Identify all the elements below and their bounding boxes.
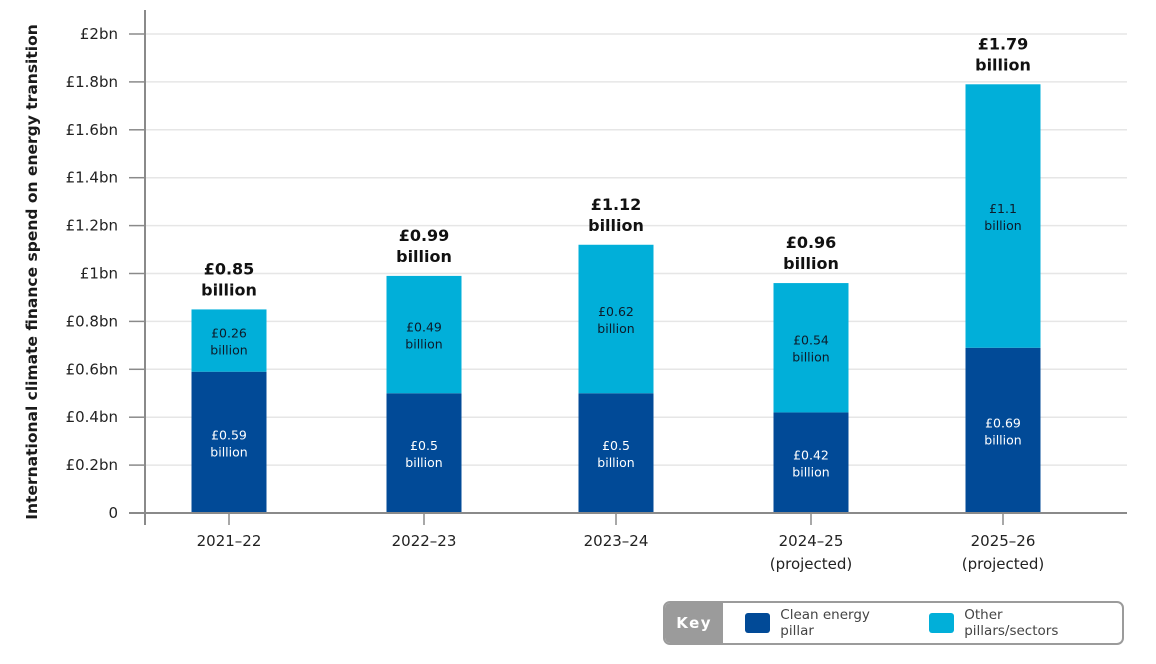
- segment-unit-label: billion: [984, 432, 1021, 447]
- total-value-label: £1.79: [978, 34, 1029, 53]
- x-tick-label: 2025–26: [971, 532, 1036, 550]
- segment-value-label: £0.62: [598, 304, 634, 319]
- x-axis-ticks: 2021–22 2022–23 2023–24 2024–25 (projected) 2…: [197, 513, 1045, 573]
- total-value-label: £0.99: [399, 226, 450, 245]
- y-tick-label: £0.8bn: [66, 312, 118, 330]
- legend-item-other-pillars: Other pillars/sectors: [929, 607, 1096, 639]
- bar-segment-clean-energy: [386, 393, 462, 513]
- y-tick-label: £2bn: [80, 25, 118, 43]
- legend: Key Clean energy pillar Other pillars/se…: [663, 601, 1124, 645]
- bars: [191, 84, 1041, 513]
- segment-unit-label: billion: [597, 455, 634, 470]
- y-tick-label: £1.6bn: [66, 121, 118, 139]
- bar-segment-clean-energy: [773, 412, 849, 513]
- bar-segment-clean-energy: [578, 393, 654, 513]
- segment-value-label: £0.26: [211, 326, 247, 341]
- total-value-label: £0.85: [204, 259, 255, 278]
- y-tick-label: £1.2bn: [66, 217, 118, 235]
- segment-unit-label: billion: [405, 337, 442, 352]
- y-axis-label: International climate finance spend on e…: [23, 24, 41, 520]
- total-unit-label: billion: [588, 216, 644, 235]
- y-tick-label: £1bn: [80, 265, 118, 283]
- segment-unit-label: billion: [984, 218, 1021, 233]
- bar-segment-other-pillars: [773, 283, 849, 413]
- bar-segment-clean-energy: [191, 371, 267, 513]
- stacked-bar-chart: 0 £0.2bn £0.4bn £0.6bn £0.8bn £1bn £1.2bn £1.4b…: [23, 10, 1127, 573]
- y-tick-label: £0.4bn: [66, 408, 118, 426]
- y-tick-label: £0.2bn: [66, 456, 118, 474]
- y-axis-ticks: 0 £0.2bn £0.4bn £0.6bn £0.8bn £1bn £1.2bn £1.4b…: [66, 25, 145, 522]
- y-tick-label: 0: [108, 504, 118, 522]
- total-unit-label: billion: [975, 55, 1031, 74]
- x-tick-label: 2021–22: [197, 532, 262, 550]
- segment-unit-label: billion: [210, 444, 247, 459]
- legend-title: Key: [665, 603, 724, 643]
- segment-value-label: £0.59: [211, 427, 247, 442]
- x-tick-label: 2022–23: [392, 532, 457, 550]
- legend-swatch-clean-energy: [745, 613, 771, 633]
- y-tick-label: £1.8bn: [66, 73, 118, 91]
- bar-segment-other-pillars: [386, 275, 462, 394]
- y-tick-label: £1.4bn: [66, 169, 118, 187]
- x-tick-label: (projected): [770, 555, 853, 573]
- data-labels: £0.59 billion £0.26 billion £0.85 billion £0.5…: [201, 34, 1031, 479]
- segment-value-label: £0.42: [793, 448, 829, 463]
- bar-segment-clean-energy: [965, 347, 1041, 513]
- segment-value-label: £0.49: [406, 320, 442, 335]
- total-unit-label: billion: [396, 247, 452, 266]
- total-unit-label: billion: [783, 254, 839, 273]
- segment-unit-label: billion: [405, 455, 442, 470]
- segment-value-label: £0.5: [410, 438, 438, 453]
- segment-value-label: £0.54: [793, 333, 829, 348]
- total-value-label: £1.12: [591, 195, 642, 214]
- legend-label-clean-energy: Clean energy pillar: [780, 607, 870, 639]
- legend-swatch-other-pillars: [929, 613, 955, 633]
- axes: [129, 10, 1127, 525]
- bar-segment-other-pillars: [965, 84, 1041, 348]
- segment-value-label: £1.1: [989, 201, 1017, 216]
- legend-item-clean-energy: Clean energy pillar: [745, 607, 903, 639]
- segment-value-label: £0.5: [602, 438, 630, 453]
- segment-value-label: £0.69: [985, 415, 1021, 430]
- x-tick-label: 2023–24: [584, 532, 649, 550]
- y-tick-label: £0.6bn: [66, 360, 118, 378]
- bar-segment-other-pillars: [191, 309, 267, 372]
- legend-label-other-pillars: Other pillars/sectors: [964, 607, 1059, 639]
- x-tick-label: 2024–25: [779, 532, 844, 550]
- segment-unit-label: billion: [792, 350, 829, 365]
- x-tick-label: (projected): [962, 555, 1045, 573]
- legend-items: Clean energy pillar Other pillars/sector…: [723, 603, 1122, 643]
- total-unit-label: billion: [201, 280, 257, 299]
- segment-unit-label: billion: [210, 343, 247, 358]
- total-value-label: £0.96: [786, 233, 837, 252]
- segment-unit-label: billion: [792, 465, 829, 480]
- bar-segment-other-pillars: [578, 244, 654, 394]
- segment-unit-label: billion: [597, 321, 634, 336]
